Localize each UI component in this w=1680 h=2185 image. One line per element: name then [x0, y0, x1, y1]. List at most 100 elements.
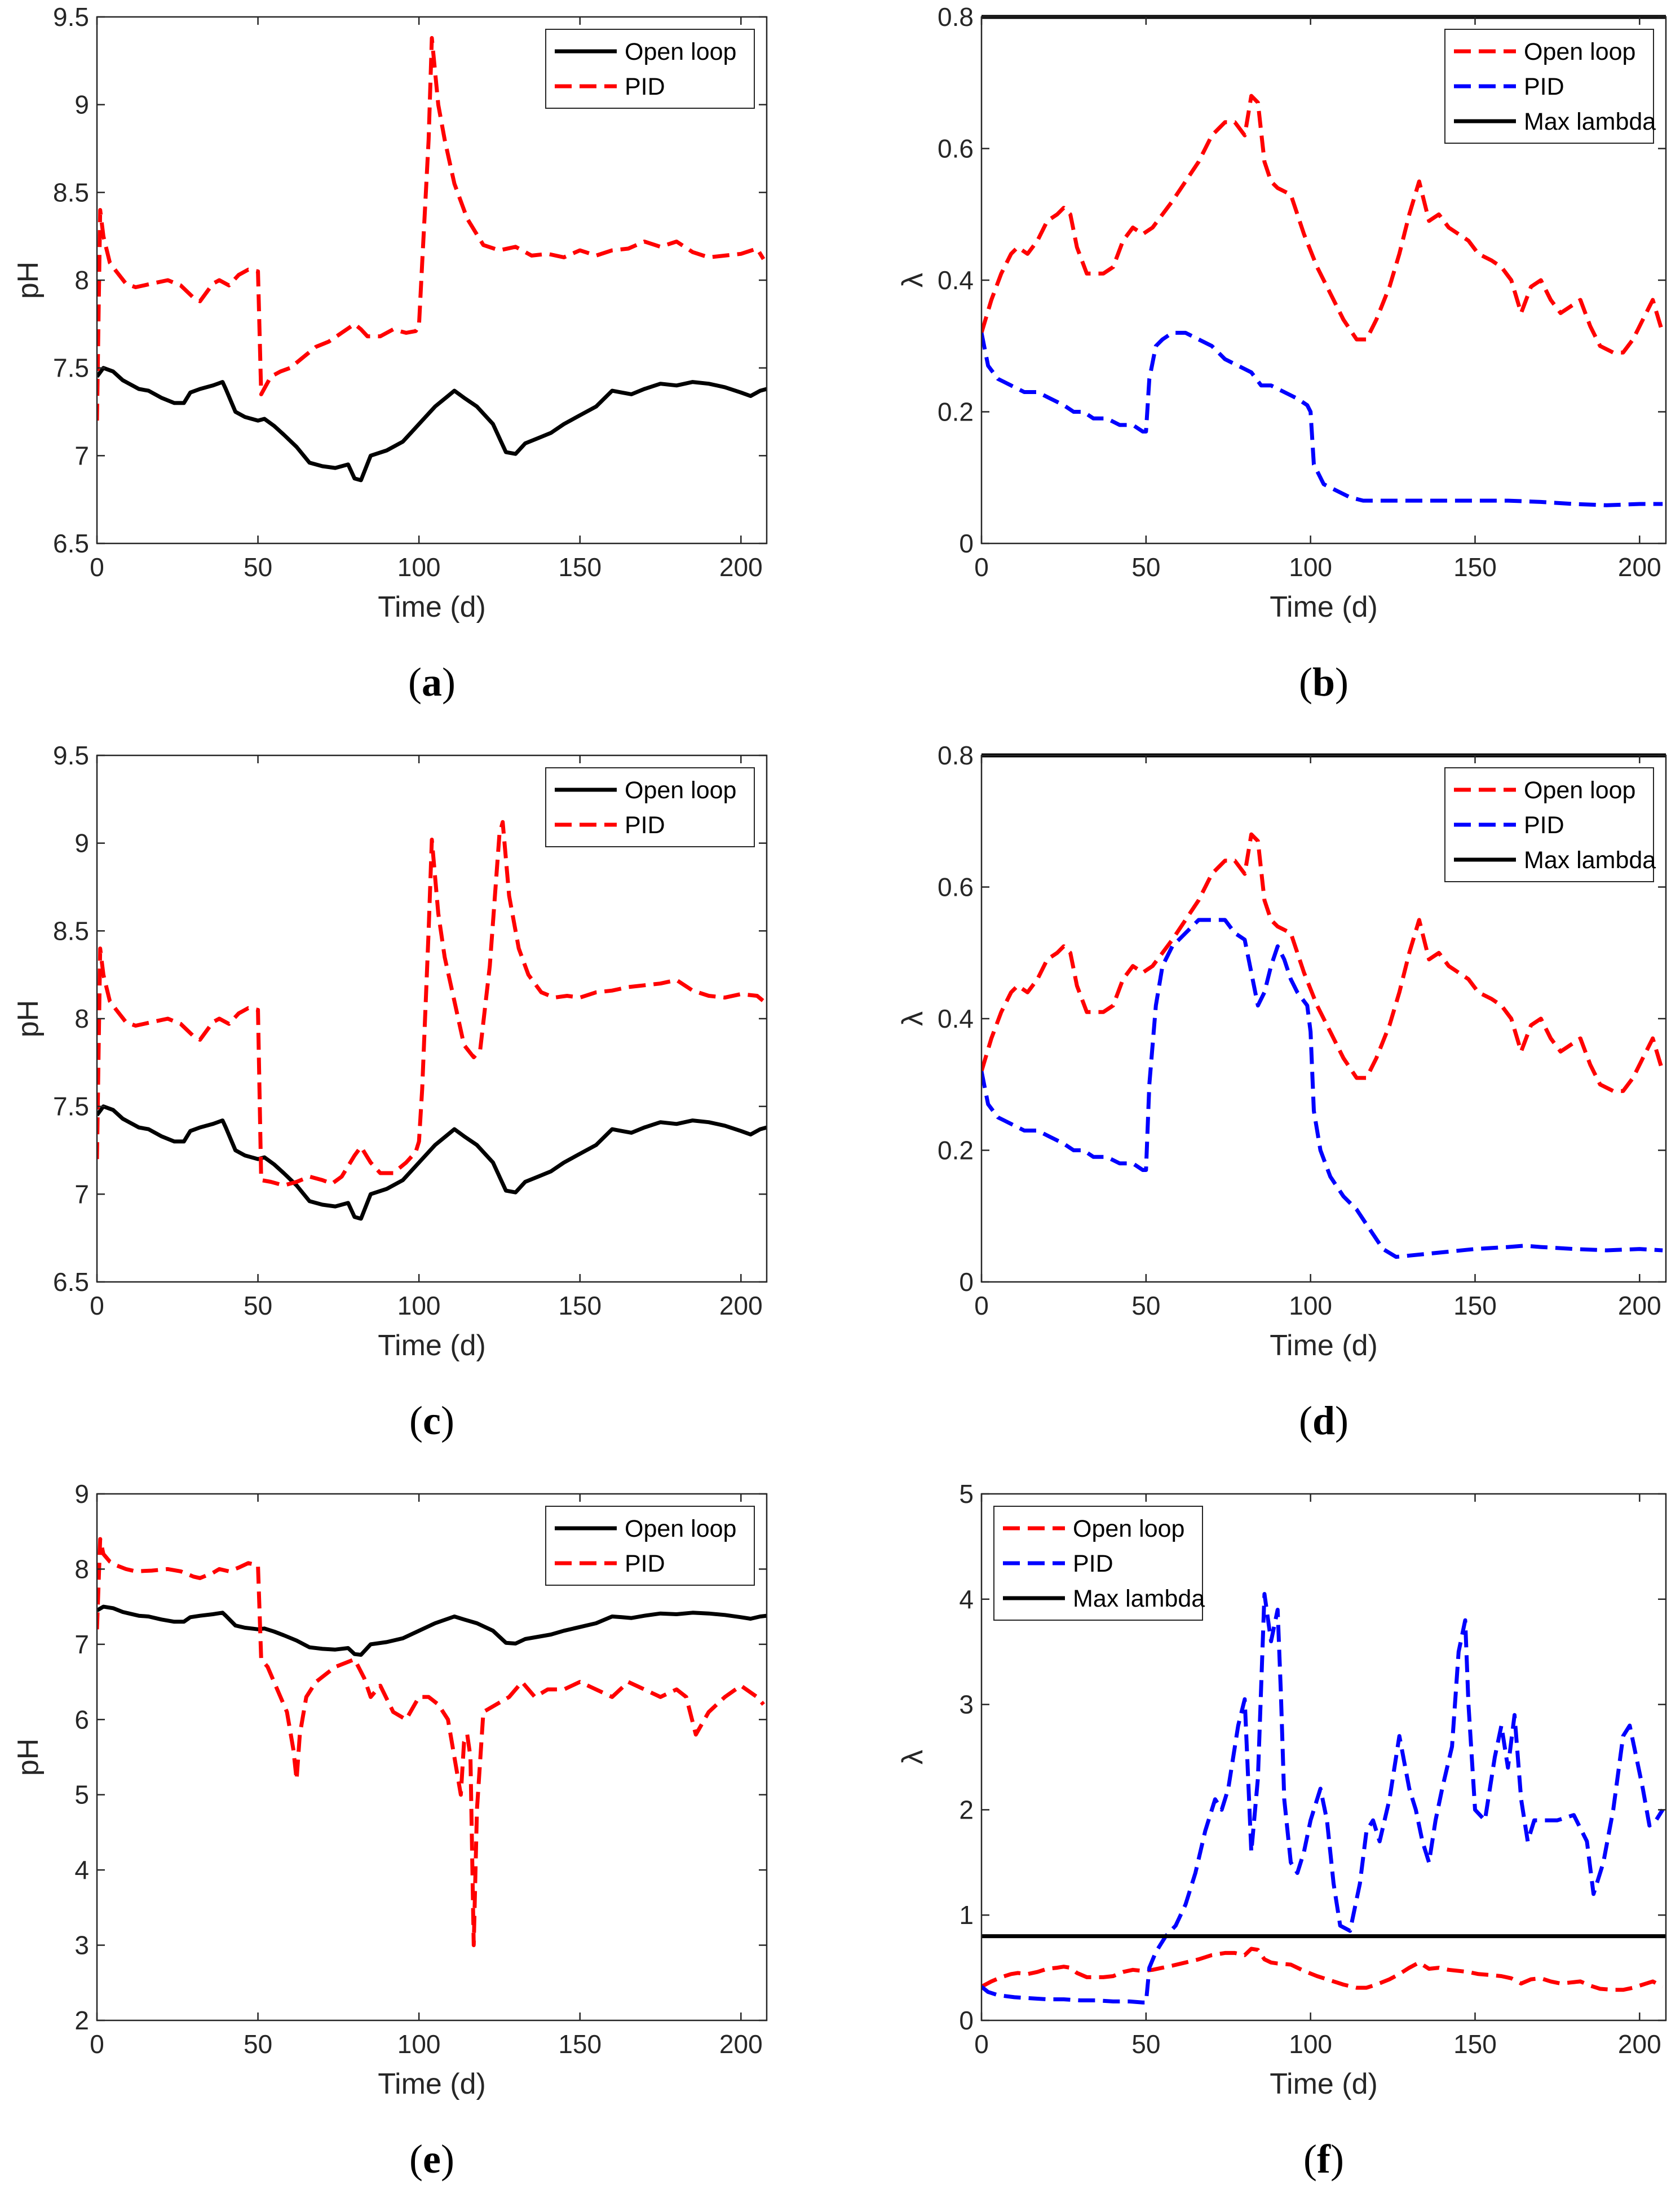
y-axis-label: pH [12, 1000, 45, 1037]
x-tick-label: 200 [1618, 1291, 1661, 1320]
y-tick-label: 6.5 [53, 1267, 89, 1297]
y-tick-label: 7 [74, 1179, 89, 1209]
y-tick-label: 0.4 [938, 266, 974, 295]
series-group [982, 1592, 1666, 2005]
series-line-pid [982, 1592, 1665, 2005]
legend-label: PID [1524, 812, 1564, 839]
y-tick-label: 0.4 [938, 1004, 974, 1033]
y-axis-label: λ [896, 273, 929, 288]
y-tick-label: 2 [959, 1795, 974, 1824]
x-tick-label: 100 [1289, 2029, 1332, 2059]
series-line-open-loop [97, 366, 767, 483]
chart-panel-b: 0 50 100 150 200 0 0.2 0.4 0.6 0.8 Time (d) λ Open l… [896, 2, 1667, 705]
legend-label: PID [1524, 73, 1564, 100]
x-axis-label: Time (d) [378, 1329, 486, 1362]
x-tick-label: 0 [90, 552, 104, 582]
y-tick-label: 8 [74, 1004, 89, 1033]
legend-label: Max lambda [1524, 108, 1656, 135]
y-tick-label: 0 [959, 2006, 974, 2035]
chart-panel-c: 0 50 100 150 200 6.5 7 7.5 8 8.5 9 9.5 Time (d) pH Ope… [12, 741, 768, 1443]
x-tick-label: 200 [719, 552, 763, 582]
x-tick-label: 200 [719, 2029, 763, 2059]
x-tick-label: 150 [1453, 1291, 1497, 1320]
y-tick-label: 5 [959, 1479, 974, 1509]
y-tick-label: 9 [74, 90, 89, 120]
x-axis-label: Time (d) [378, 591, 486, 623]
x-tick-label: 150 [558, 2029, 602, 2059]
legend-label: Open loop [625, 1515, 736, 1542]
series-group [97, 1537, 767, 1948]
y-tick-label: 8 [74, 1554, 89, 1584]
legend-box [545, 767, 755, 847]
y-tick-label: 9.5 [53, 741, 89, 770]
chart-panel-d: 0 50 100 150 200 0 0.2 0.4 0.6 0.8 Time (d) λ Open l… [896, 741, 1667, 1443]
legend-label: Open loop [1524, 777, 1635, 804]
y-tick-label: 8.5 [53, 916, 89, 945]
legend: Open loop PID Max lambda [993, 1506, 1205, 1621]
y-tick-label: 9 [74, 829, 89, 858]
x-tick-label: 0 [90, 2029, 104, 2059]
y-tick-label: 6 [74, 1705, 89, 1734]
x-tick-label: 200 [1618, 2029, 1661, 2059]
y-axis-label: pH [12, 1739, 45, 1776]
legend-box [545, 1506, 755, 1586]
y-tick-label: 7.5 [53, 1092, 89, 1121]
y-tick-label: 3 [74, 1931, 89, 1960]
legend-label: PID [625, 1550, 665, 1577]
y-tick-label: 8 [74, 266, 89, 295]
series-line-open-loop [97, 1604, 767, 1657]
legend: Open loop PID Max lambda [1444, 29, 1656, 144]
y-tick-label: 9.5 [53, 2, 89, 32]
legend: Open loop PID [545, 29, 755, 109]
chart-panel-a: 0 50 100 150 200 6.5 7 7.5 8 8.5 9 9.5 Time (d) pH Ope… [12, 2, 768, 705]
series-line-open-loop [982, 94, 1665, 355]
x-tick-label: 50 [1131, 552, 1160, 582]
x-tick-label: 0 [974, 552, 989, 582]
y-tick-label: 9 [74, 1479, 89, 1509]
y-axis-label: λ [896, 1750, 929, 1764]
series-line-pid [97, 1537, 765, 1948]
x-axis-label: Time (d) [1270, 2068, 1378, 2100]
y-tick-label: 7 [74, 1630, 89, 1659]
y-tick-label: 0 [959, 1267, 974, 1297]
y-tick-label: 8.5 [53, 178, 89, 207]
x-tick-label: 150 [558, 1291, 602, 1320]
y-tick-label: 5 [74, 1780, 89, 1810]
legend-label: Open loop [625, 38, 736, 65]
y-tick-label: 0 [959, 529, 974, 558]
panel-caption: (c) [409, 1398, 454, 1443]
legend-label: PID [1073, 1550, 1113, 1577]
x-tick-label: 100 [397, 1291, 441, 1320]
legend-label: PID [625, 812, 665, 839]
x-tick-label: 50 [244, 2029, 272, 2059]
x-tick-label: 50 [1131, 2029, 1160, 2059]
x-tick-label: 150 [1453, 2029, 1497, 2059]
x-tick-label: 100 [397, 552, 441, 582]
y-tick-label: 7 [74, 441, 89, 470]
y-tick-label: 6.5 [53, 529, 89, 558]
x-tick-label: 50 [244, 552, 272, 582]
panel-caption: (a) [408, 660, 456, 705]
y-tick-label: 0.2 [938, 397, 974, 427]
x-tick-label: 0 [90, 1291, 104, 1320]
y-tick-label: 0.8 [938, 2, 974, 32]
legend-label: Max lambda [1073, 1585, 1205, 1612]
series-line-open-loop [97, 1104, 767, 1221]
x-axis-label: Time (d) [1270, 591, 1378, 623]
series-group [97, 820, 767, 1221]
legend-label: Open loop [625, 777, 736, 804]
y-axis-label: λ [896, 1011, 929, 1026]
chart-panel-f: 0 50 100 150 200 0 1 2 3 4 5 Time (d) λ Open loop PID M… [896, 1479, 1667, 2182]
y-axis-label: pH [12, 262, 45, 299]
legend: Open loop PID [545, 1506, 755, 1586]
series-line-pid [982, 330, 1663, 507]
legend-box [545, 29, 755, 109]
y-tick-label: 0.2 [938, 1136, 974, 1165]
y-tick-label: 3 [959, 1690, 974, 1719]
x-tick-label: 50 [244, 1291, 272, 1320]
x-axis-label: Time (d) [1270, 1329, 1378, 1362]
series-line-pid [982, 918, 1663, 1259]
series-group [97, 36, 767, 483]
axes-frame [980, 1493, 1667, 2022]
